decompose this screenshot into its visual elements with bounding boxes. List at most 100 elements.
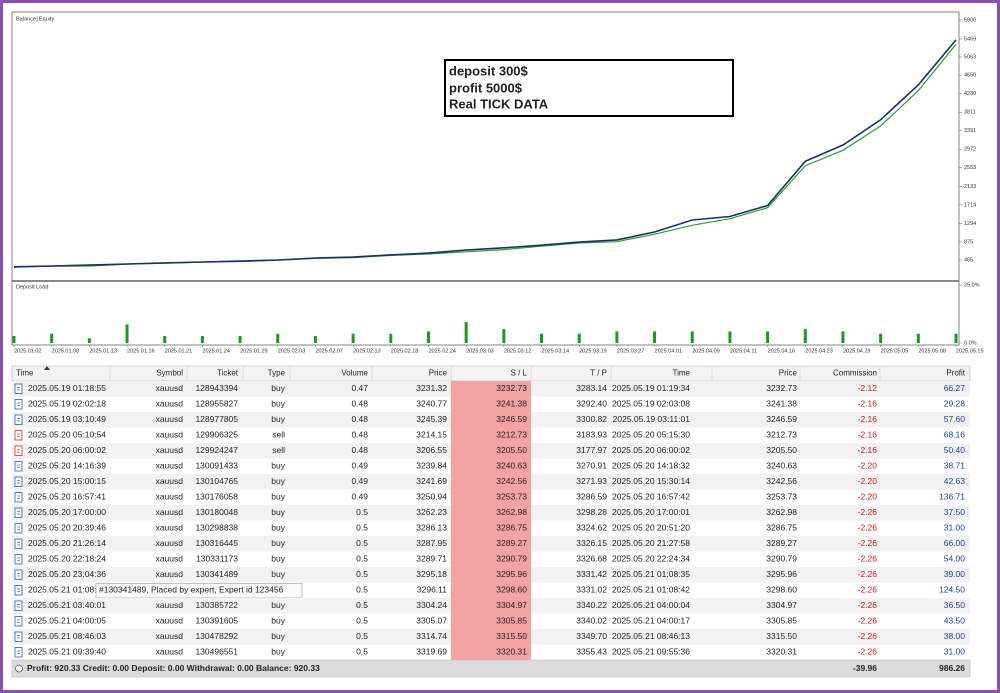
- load-bar: [879, 333, 883, 343]
- footer-profit: 986.26: [939, 663, 965, 673]
- cell-tp: 3326.15: [576, 538, 607, 548]
- cell-type: buy: [271, 414, 285, 424]
- column-header[interactable]: Ticket: [217, 369, 239, 378]
- column-header[interactable]: Time: [16, 369, 34, 378]
- cell-close-price: 3320.31: [766, 647, 797, 657]
- column-header[interactable]: Commission: [833, 369, 877, 378]
- load-bar: [125, 324, 129, 343]
- cell-profit: 31.00: [944, 647, 966, 657]
- cell-price: 3319.69: [416, 647, 447, 657]
- order-icon: [14, 430, 23, 441]
- annotation-line: deposit 300$: [449, 63, 529, 78]
- x-tick-label: 2025.03.12: [504, 348, 532, 354]
- cell-symbol: xauusd: [156, 445, 184, 455]
- column-header[interactable]: Price: [429, 369, 448, 378]
- cell-profit: 57.60: [944, 414, 966, 424]
- cell-close-price: 3290.79: [766, 554, 797, 564]
- x-tick-label: 2025.01.24: [202, 348, 230, 354]
- column-header[interactable]: Symbol: [156, 369, 183, 378]
- column-header[interactable]: Price: [779, 369, 798, 378]
- x-tick-label: 2025.02.24: [428, 348, 456, 354]
- cell-close-time: 2025.05.20 20:51:20: [612, 523, 690, 533]
- cell-profit: 68.16: [944, 430, 966, 440]
- cell-type: buy: [271, 492, 285, 502]
- cell-ticket: 130496551: [195, 647, 238, 657]
- sl-cell: [451, 598, 531, 614]
- cell-commission: -2.12: [858, 383, 878, 393]
- sl-cell: [451, 520, 531, 536]
- cell-price: 3250.94: [416, 492, 447, 502]
- column-header[interactable]: Type: [268, 369, 286, 378]
- cell-time: 2025.05.20 14:16:39: [28, 461, 106, 471]
- cell-close-time: 2025.05.19 02:03:08: [612, 399, 690, 409]
- cell-volume: 0.49: [351, 492, 368, 502]
- cell-ticket: 128943394: [195, 383, 238, 393]
- cell-tp: 3326.68: [576, 554, 607, 564]
- x-tick-label: 2025.04.29: [843, 348, 871, 354]
- cell-commission: -2.26: [858, 647, 878, 657]
- cell-tp: 3298.28: [576, 507, 607, 517]
- cell-tp: 3183.93: [576, 430, 607, 440]
- cell-ticket: 129906325: [195, 430, 238, 440]
- load-bar: [87, 338, 91, 343]
- cell-symbol: xauusd: [156, 647, 184, 657]
- cell-tp: 3286.59: [576, 492, 607, 502]
- cell-sl: 3212.73: [496, 430, 527, 440]
- cell-close-price: 3304.97: [766, 600, 797, 610]
- column-header[interactable]: S / L: [511, 369, 528, 378]
- order-icon: [14, 383, 23, 394]
- cell-commission: -2.26: [858, 585, 878, 595]
- cell-profit: 50.40: [944, 445, 966, 455]
- cell-tp: 3300.82: [576, 414, 607, 424]
- cell-time: 2025.05.21 04:00:05: [28, 616, 106, 626]
- column-header[interactable]: T / P: [590, 369, 607, 378]
- cell-volume: 0.48: [351, 414, 368, 424]
- cell-close-price: 3232.73: [766, 383, 797, 393]
- cell-sl: 3304.97: [496, 600, 527, 610]
- cell-ticket: 130385722: [195, 600, 238, 610]
- cell-time: 2025.05.20 23:04:36: [28, 569, 106, 579]
- cell-profit: 136.71: [939, 492, 965, 502]
- cell-sl: 3262.98: [496, 507, 527, 517]
- cell-tp: 3177.97: [576, 445, 607, 455]
- load-bar: [502, 329, 506, 343]
- y-tick-label: 0.0%: [964, 340, 977, 346]
- load-bar: [916, 333, 920, 343]
- y-tick-label: 2553: [964, 165, 976, 171]
- cell-type: buy: [271, 383, 285, 393]
- cell-close-price: 3205.50: [766, 445, 797, 455]
- cell-sl: 3246.59: [496, 414, 527, 424]
- sl-cell: [451, 474, 531, 490]
- cell-time: 2025.05.19 02:02:18: [28, 399, 106, 409]
- cell-price: 3231.32: [416, 383, 447, 393]
- cell-commission: -2.16: [858, 414, 878, 424]
- cell-profit: 36.50: [944, 600, 966, 610]
- load-bar: [653, 331, 657, 343]
- cell-tp: 3270.91: [576, 461, 607, 471]
- cell-commission: -2.20: [858, 492, 878, 502]
- cell-symbol: xauusd: [156, 569, 184, 579]
- cell-sl: 3241.38: [496, 399, 527, 409]
- cell-profit: 66.27: [944, 383, 966, 393]
- cell-type: buy: [271, 631, 285, 641]
- cell-sl: 3298.60: [496, 585, 527, 595]
- cell-commission: -2.26: [858, 507, 878, 517]
- sl-cell: [451, 381, 531, 397]
- sl-cell: [451, 443, 531, 459]
- cell-tp: 3271.93: [576, 476, 607, 486]
- y-tick-label: 1714: [964, 202, 976, 208]
- cell-volume: 0.48: [351, 430, 368, 440]
- y-tick-label: 5063: [964, 54, 976, 60]
- cell-type: sell: [272, 445, 285, 455]
- cell-profit: 38.71: [944, 461, 966, 471]
- column-header[interactable]: Profit: [946, 369, 965, 378]
- column-header[interactable]: Time: [673, 369, 691, 378]
- x-tick-label: 2025.05.05: [881, 348, 909, 354]
- order-icon: [14, 492, 23, 503]
- cell-volume: 0.5: [356, 631, 368, 641]
- cell-ticket: 130331173: [196, 554, 238, 564]
- column-header[interactable]: Volume: [341, 369, 368, 378]
- cell-close-price: 3315.50: [766, 631, 797, 641]
- cell-profit: 39.00: [944, 569, 966, 579]
